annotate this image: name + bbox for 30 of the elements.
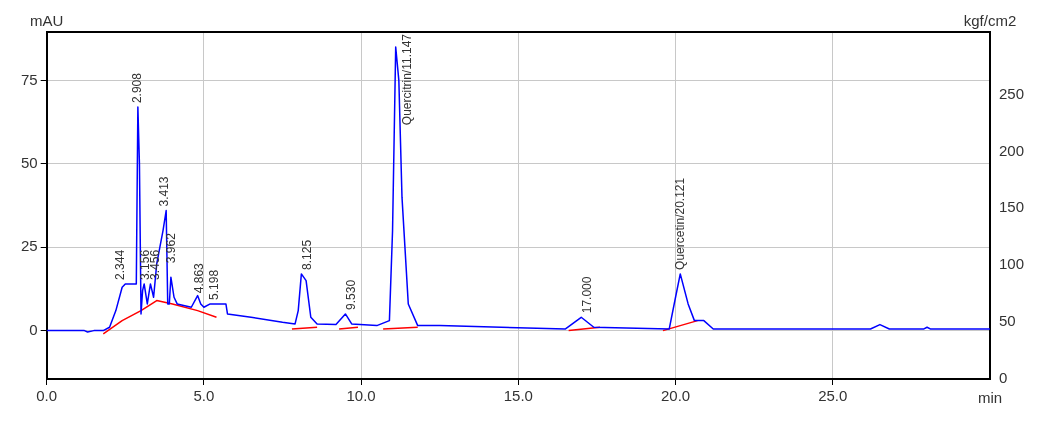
y2-axis-title: kgf/cm2 [963, 11, 1017, 29]
x-tick-label: 15.0 [503, 387, 533, 405]
annotation: 3.413 [156, 176, 171, 207]
annotation: 8.125 [299, 239, 314, 270]
y2-tick-label: 50 [998, 312, 1016, 330]
x-axis-title: min [977, 388, 1003, 406]
x-tick-label: 10.0 [346, 387, 376, 405]
annotation: 2.908 [130, 72, 145, 104]
y2-tick-label: 0 [998, 369, 1008, 387]
y2-tick-label: 100 [998, 255, 1024, 273]
annotation: 5.198 [207, 269, 222, 300]
x-tick-label: 25.0 [818, 387, 848, 405]
y-tick-label: 0 [29, 320, 38, 338]
y-tick-label: 25 [21, 237, 38, 255]
annotation: 3.962 [163, 232, 178, 264]
annotation: Quercetin/20.121 [672, 177, 687, 270]
x-tick-label: 20.0 [660, 387, 691, 405]
annotation: 4.863 [191, 262, 206, 294]
y-tick-label: 50 [21, 153, 38, 171]
y2-tick-label: 150 [998, 198, 1024, 216]
annotation: 9.530 [343, 279, 358, 310]
x-tick-label: 5.0 [193, 387, 215, 405]
x-tick-label: 0.0 [36, 387, 58, 405]
annotation: 17.000 [579, 276, 594, 314]
y2-tick-label: 200 [998, 141, 1024, 159]
y2-tick-label: 250 [998, 84, 1024, 102]
y-tick-label: 75 [21, 70, 38, 88]
annotation: 2.344 [112, 249, 127, 280]
annotation: Quercitrin/11.147 [400, 33, 415, 126]
y-axis-title: mAU [30, 11, 64, 29]
